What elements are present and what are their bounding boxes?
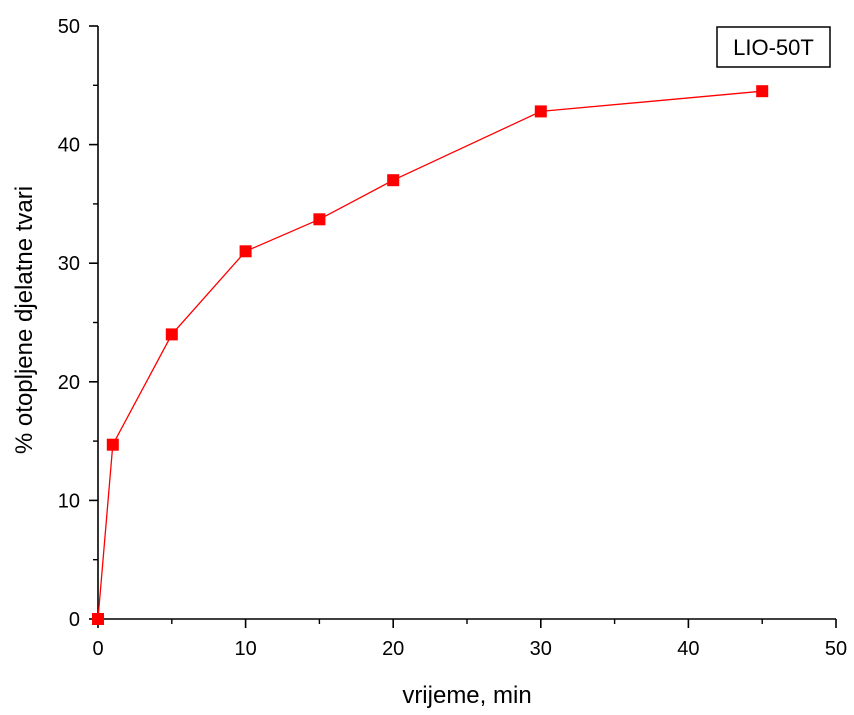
x-tick-label: 0 <box>92 638 103 660</box>
data-point <box>534 105 547 118</box>
data-point <box>239 245 252 258</box>
y-tick-label: 0 <box>69 609 80 631</box>
y-axis-title: % otopljene djelatne tvari <box>11 186 38 454</box>
y-tick-label: 20 <box>58 372 80 394</box>
data-point <box>165 328 178 341</box>
x-tick-label: 40 <box>677 638 699 660</box>
data-point <box>313 213 326 226</box>
data-point <box>756 85 769 98</box>
series-line <box>97 90 763 620</box>
y-tick-label: 40 <box>58 135 80 157</box>
x-tick-label: 10 <box>234 638 256 660</box>
data-point <box>106 438 119 451</box>
axes <box>97 26 836 620</box>
x-axis-title: vrijeme, min <box>402 682 531 709</box>
x-tick-label: 30 <box>530 638 552 660</box>
ticks: 0 10 20 30 40 50 0 10 20 30 40 50 <box>58 16 847 660</box>
y-tick-label: 10 <box>58 490 80 512</box>
x-tick-label: 50 <box>825 638 847 660</box>
y-tick-label: 50 <box>58 16 80 38</box>
data-point <box>387 174 400 187</box>
legend-series-label: LIO-50T <box>733 35 814 60</box>
x-tick-label: 20 <box>382 638 404 660</box>
series-layer <box>92 85 769 625</box>
y-tick-label: 30 <box>58 253 80 275</box>
data-point <box>92 613 104 625</box>
legend: LIO-50T <box>716 26 831 68</box>
legend-box <box>716 26 831 68</box>
